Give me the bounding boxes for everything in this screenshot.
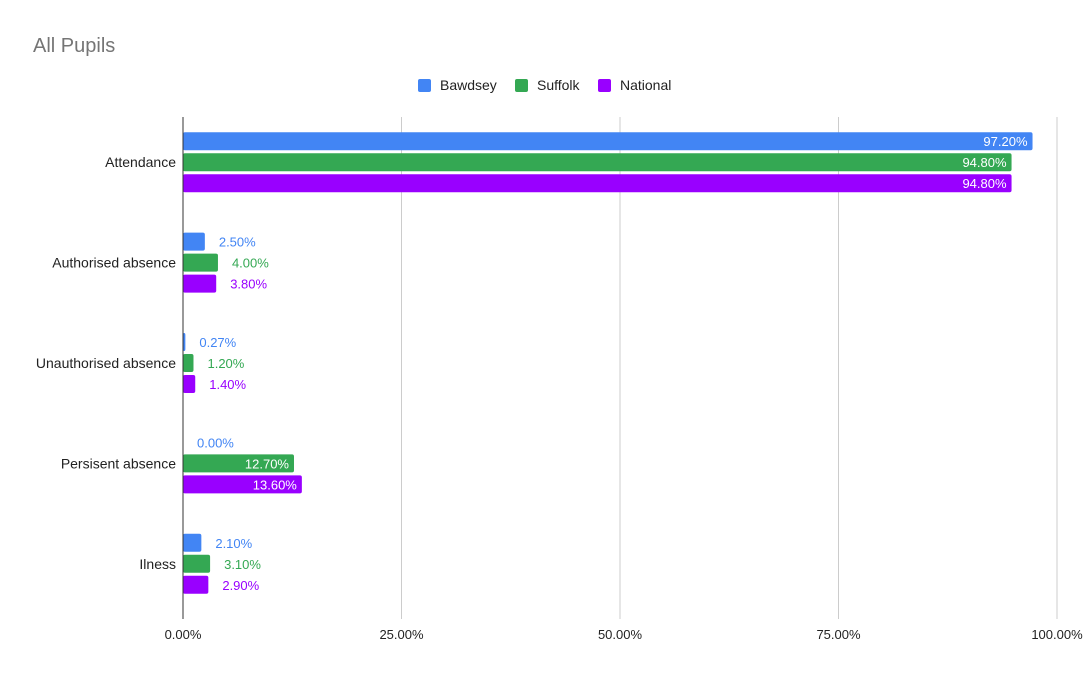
data-label: 1.20% bbox=[207, 356, 244, 371]
x-axis-ticks: 0.00% 25.00% 50.00% 75.00% 100.00% bbox=[165, 627, 1084, 642]
bar-bawdsey bbox=[183, 533, 202, 552]
legend-swatch-suffolk bbox=[515, 79, 528, 92]
data-label: 13.60% bbox=[253, 477, 298, 492]
x-tick-label: 0.00% bbox=[165, 627, 202, 642]
bar-suffolk bbox=[183, 354, 194, 372]
x-tick-label: 25.00% bbox=[379, 627, 424, 642]
data-label: 4.00% bbox=[232, 256, 269, 271]
data-label: 94.80% bbox=[962, 155, 1007, 170]
data-label: 0.00% bbox=[197, 435, 234, 450]
category-label: Authorised absence bbox=[52, 255, 176, 271]
legend-label-suffolk: Suffolk bbox=[537, 77, 581, 93]
bar-suffolk bbox=[183, 253, 218, 272]
category-label: Unauthorised absence bbox=[36, 355, 176, 371]
data-label: 2.10% bbox=[215, 536, 252, 551]
bar-national bbox=[183, 375, 196, 393]
data-label: 2.50% bbox=[219, 235, 256, 250]
bar-national bbox=[183, 174, 1012, 193]
data-label: 3.80% bbox=[230, 277, 267, 292]
bar-suffolk bbox=[183, 554, 211, 573]
legend-label-bawdsey: Bawdsey bbox=[440, 77, 497, 93]
data-label: 3.10% bbox=[224, 557, 261, 572]
data-label: 94.80% bbox=[962, 176, 1007, 191]
legend-swatch-national bbox=[598, 79, 611, 92]
category-labels: Attendance Authorised absence Unauthorised… bbox=[36, 154, 176, 572]
x-tick-label: 50.00% bbox=[598, 627, 643, 642]
bar-suffolk bbox=[183, 454, 294, 473]
data-label: 12.70% bbox=[245, 456, 290, 471]
bars: 97.20% 94.80% 94.80% 2.50% 4.00% 3.80% 0.27% 1.… bbox=[183, 132, 1033, 594]
bar-national bbox=[183, 475, 302, 494]
gridlines bbox=[401, 117, 1058, 619]
x-tick-label: 100.00% bbox=[1031, 627, 1083, 642]
bar-national bbox=[183, 575, 209, 594]
category-label: Attendance bbox=[105, 154, 176, 170]
data-label: 2.90% bbox=[222, 578, 259, 593]
legend-label-national: National bbox=[620, 77, 671, 93]
bar-bawdsey bbox=[183, 333, 186, 351]
data-label: 97.20% bbox=[983, 134, 1028, 149]
data-label: 0.27% bbox=[199, 335, 236, 350]
bar-bawdsey bbox=[183, 132, 1033, 151]
category-label: Ilness bbox=[139, 556, 176, 572]
bar-suffolk bbox=[183, 153, 1012, 172]
bar-national bbox=[183, 274, 217, 293]
chart-title: All Pupils bbox=[33, 35, 115, 57]
legend-swatch-bawdsey bbox=[418, 79, 431, 92]
x-tick-label: 75.00% bbox=[816, 627, 861, 642]
data-label: 1.40% bbox=[209, 377, 246, 392]
category-label: Persisent absence bbox=[61, 455, 176, 471]
legend: Bawdsey Suffolk National bbox=[418, 77, 671, 93]
bar-bawdsey bbox=[183, 232, 205, 251]
